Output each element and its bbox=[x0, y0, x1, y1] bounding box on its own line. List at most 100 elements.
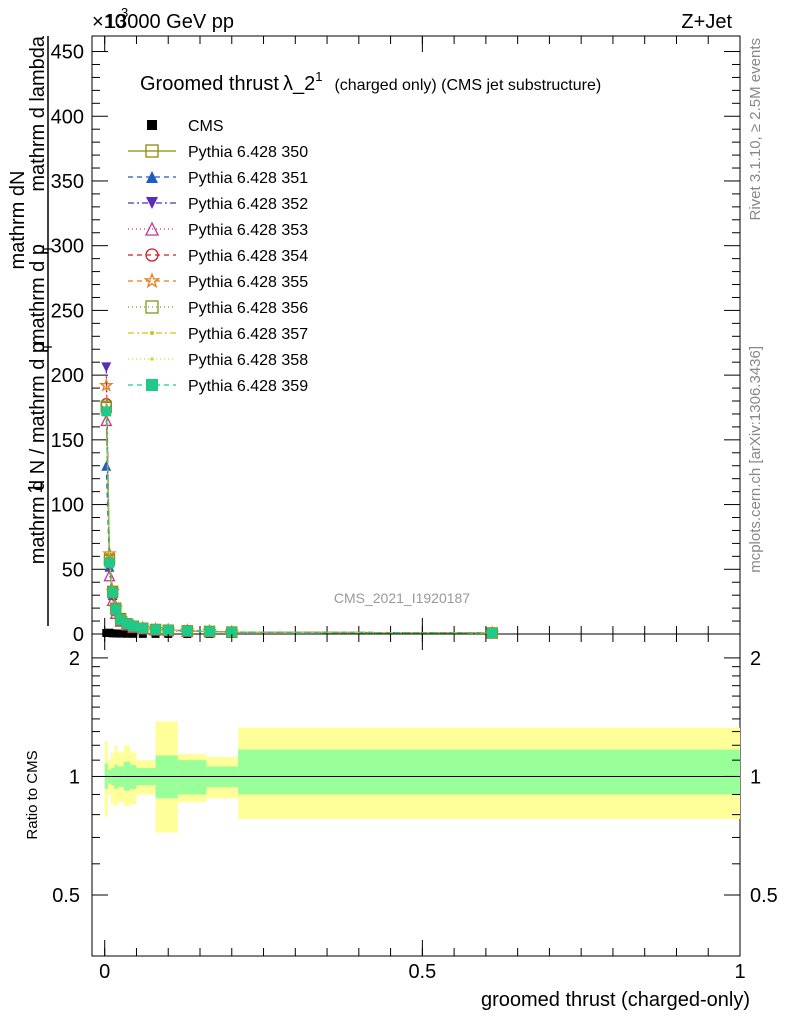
series-10 bbox=[101, 406, 498, 638]
marker-square bbox=[122, 629, 131, 638]
marker-square bbox=[128, 621, 139, 632]
mcplots-label: mcplots.cern.ch [arXiv:1306.3436] bbox=[747, 346, 764, 573]
ratio-inner-band bbox=[238, 749, 740, 795]
energy-label: 13000 GeV pp bbox=[105, 11, 234, 33]
y-tick-label: 350 bbox=[51, 171, 84, 193]
marker-square-open bbox=[145, 144, 159, 158]
legend-label: Pythia 6.428 356 bbox=[188, 300, 308, 317]
title-suffix: (charged only) (CMS jet substructure) bbox=[334, 77, 601, 94]
legend-item: CMS bbox=[147, 118, 224, 135]
legend-label: Pythia 6.428 352 bbox=[188, 196, 308, 213]
marker-square bbox=[107, 587, 118, 598]
legend: CMS Pythia 6.428 350 Pythia 6.428 351 Pythi… bbox=[128, 118, 308, 395]
ratio-y-tick-label-right: 0.5 bbox=[750, 885, 778, 907]
legend-item: Pythia 6.428 354 bbox=[128, 248, 308, 265]
marker-square bbox=[487, 627, 498, 638]
legend-item: Pythia 6.428 358 bbox=[128, 352, 308, 369]
ylabel-denominator-c: mathrm d N / mathrm d p bbox=[27, 342, 49, 564]
marker-square bbox=[182, 625, 193, 636]
x-tick-label: 0.5 bbox=[408, 961, 436, 983]
marker-square bbox=[147, 120, 157, 130]
marker-square bbox=[137, 623, 148, 634]
marker-star-open bbox=[98, 377, 114, 392]
ylabel-sub-t1: T bbox=[40, 343, 55, 351]
rivet-label: Rivet 3.1.10, ≥ 2.5M events bbox=[747, 38, 764, 221]
marker-square bbox=[163, 625, 174, 636]
marker-square bbox=[104, 557, 115, 568]
y-tick-label: 50 bbox=[62, 559, 84, 581]
legend-item: Pythia 6.428 356 bbox=[128, 300, 308, 317]
marker-triangle-up bbox=[146, 171, 158, 183]
marker-square bbox=[101, 406, 112, 417]
ylabel-sub-t2: T bbox=[40, 245, 55, 253]
ratio-y-label: Ratio to CMS bbox=[24, 750, 41, 839]
process-label: Z+Jet bbox=[681, 11, 732, 33]
legend-item: Pythia 6.428 352 bbox=[128, 196, 308, 213]
legend-label: Pythia 6.428 353 bbox=[188, 222, 308, 239]
ylabel-numerator: mathrm dN bbox=[7, 171, 29, 270]
marker-triangle-open bbox=[144, 221, 160, 236]
marker-circle-open bbox=[145, 248, 159, 262]
x-axis-label: groomed thrust (charged-only) bbox=[481, 989, 750, 1011]
y-tick-label: 0 bbox=[73, 624, 84, 646]
legend-item: Pythia 6.428 350 bbox=[128, 144, 308, 161]
marker-triangle-down bbox=[146, 197, 158, 209]
marker-square bbox=[115, 614, 126, 625]
marker-square bbox=[110, 604, 121, 615]
legend-item: Pythia 6.428 353 bbox=[128, 221, 308, 239]
legend-item: Pythia 6.428 359 bbox=[128, 378, 308, 395]
marker-square-open bbox=[145, 300, 159, 314]
marker-triangle-up bbox=[101, 460, 112, 471]
marker-star-open bbox=[143, 272, 161, 289]
y-tick-label: 300 bbox=[51, 236, 84, 258]
series-2 bbox=[101, 460, 498, 638]
main-y-label: 1 mathrm dN mathrm d lambda mathrm d p m… bbox=[7, 35, 55, 626]
ratio-y-tick-label: 0.5 bbox=[52, 885, 80, 907]
exponent-label: ×10 bbox=[92, 11, 126, 33]
legend-label: Pythia 6.428 351 bbox=[188, 170, 308, 187]
ratio-bands bbox=[104, 721, 740, 833]
marker-square bbox=[116, 629, 125, 638]
legend-label: Pythia 6.428 354 bbox=[188, 248, 308, 265]
ratio-ticks: 0.5 0.5 1 1 2 2 0 0.5 1 bbox=[52, 634, 778, 983]
title-sup: 1 bbox=[315, 69, 322, 84]
ratio-y-tick-label: 1 bbox=[69, 766, 80, 788]
marker-square bbox=[129, 629, 138, 638]
marker-square bbox=[121, 618, 132, 629]
marker-dash-dot bbox=[149, 330, 155, 336]
legend-item: Pythia 6.428 355 bbox=[128, 272, 308, 291]
marker-triangle-open bbox=[103, 569, 116, 582]
y-tick-label: 450 bbox=[51, 42, 84, 64]
marker-dot bbox=[150, 357, 154, 361]
y-tick-label: 100 bbox=[51, 495, 84, 517]
marker-square bbox=[204, 626, 215, 637]
ylabel-denominator-a: mathrm d lambda bbox=[27, 35, 49, 191]
title-lambda: λ_2 bbox=[283, 73, 315, 95]
analysis-label: CMS_2021_I1920187 bbox=[334, 590, 470, 606]
main-series-group bbox=[98, 362, 500, 640]
ratio-y-tick-label: 2 bbox=[69, 648, 80, 670]
legend-label: Pythia 6.428 359 bbox=[188, 378, 308, 395]
legend-item: Pythia 6.428 357 bbox=[128, 326, 308, 343]
y-tick-label: 400 bbox=[51, 106, 84, 128]
title-main: Groomed thrust bbox=[140, 73, 279, 95]
x-tick-label: 1 bbox=[734, 961, 745, 983]
legend-label: CMS bbox=[188, 118, 224, 135]
x-tick-label: 0 bbox=[99, 961, 110, 983]
y-tick-label: 150 bbox=[51, 430, 84, 452]
ylabel-denominator-b: mathrm d p bbox=[27, 244, 49, 345]
marker-square bbox=[226, 627, 237, 638]
exponent-power: 3 bbox=[121, 5, 128, 20]
legend-item: Pythia 6.428 351 bbox=[128, 170, 308, 187]
marker-square bbox=[111, 629, 120, 638]
marker-triangle-down bbox=[101, 362, 112, 373]
main-y-ticks: 0 50 100 150 200 250 300 350 400 450 bbox=[51, 36, 741, 646]
ratio-y-tick-label-right: 2 bbox=[750, 648, 761, 670]
legend-label: Pythia 6.428 350 bbox=[188, 144, 308, 161]
legend-label: Pythia 6.428 355 bbox=[188, 274, 308, 291]
ratio-y-tick-label-right: 1 bbox=[750, 766, 761, 788]
y-tick-label: 250 bbox=[51, 300, 84, 322]
chart-title: Groomed thrust λ_21 (charged only) (CMS je… bbox=[140, 69, 601, 95]
series-line bbox=[105, 465, 493, 634]
